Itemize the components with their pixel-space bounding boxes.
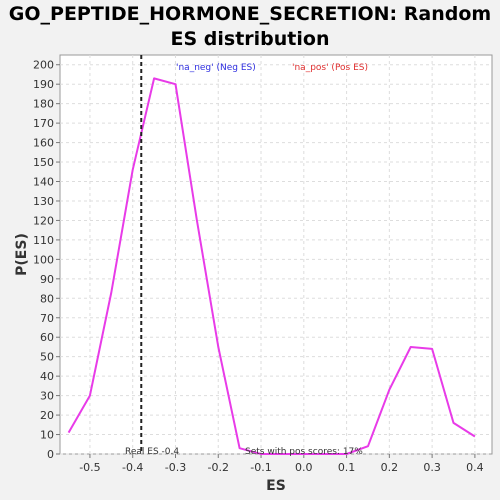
pos-scores-annotation: Sets with pos scores: 17% (245, 447, 363, 457)
x-tick-label: 0.2 (381, 461, 399, 474)
x-tick-label: 0.1 (338, 461, 356, 474)
y-tick-label: 140 (33, 176, 54, 189)
legend-neg: 'na_neg' (Neg ES) (176, 63, 256, 73)
y-tick-label: 40 (40, 370, 54, 383)
es-distribution-line (67, 77, 476, 455)
chart-title-line1: GO_PEPTIDE_HORMONE_SECRETION: Random (8, 3, 492, 25)
y-tick-label: 60 (40, 331, 54, 344)
y-tick-label: 20 (40, 409, 54, 422)
x-axis-label: ES (266, 478, 286, 494)
y-tick-label: 150 (33, 156, 54, 169)
x-tick-label: 0.4 (466, 461, 484, 474)
y-tick-label: 160 (33, 137, 54, 150)
x-tick-label: 0.3 (423, 461, 441, 474)
y-tick-label: 90 (40, 273, 54, 286)
y-tick-label: 10 (40, 429, 54, 442)
grid-lines (60, 55, 492, 455)
y-tick-label: 130 (33, 195, 54, 208)
x-tick-label: -0.5 (79, 461, 100, 474)
legend-pos: 'na_pos' (Pos ES) (292, 63, 368, 73)
x-tick-label: 0.0 (295, 461, 313, 474)
y-tick-label: 30 (40, 390, 54, 403)
x-tick-label: -0.1 (250, 461, 271, 474)
y-tick-label: 190 (33, 78, 54, 91)
x-tick-label: -0.4 (122, 461, 143, 474)
x-tick-label: -0.2 (208, 461, 229, 474)
y-tick-label: 200 (33, 59, 54, 72)
real-es-annotation: Real ES -0.4 (125, 447, 179, 457)
y-axis-label: P(ES) (14, 233, 30, 276)
y-tick-label: 100 (33, 253, 54, 266)
y-tick-label: 50 (40, 351, 54, 364)
y-tick-label: 110 (33, 234, 54, 247)
plot-area (59, 54, 493, 455)
series-layer (67, 77, 476, 455)
y-tick-label: 180 (33, 98, 54, 111)
chart-title-line2: ES distribution (170, 28, 330, 50)
y-tick-label: 120 (33, 214, 54, 227)
x-tick-label: -0.3 (165, 461, 186, 474)
y-tick-label: 80 (40, 292, 54, 305)
y-tick-label: 0 (47, 448, 54, 461)
y-tick-label: 170 (33, 117, 54, 130)
axes: 0 10 20 30 40 50 60 70 80 90 100 110 120 130 140 150 160… (33, 59, 484, 474)
y-tick-label: 70 (40, 312, 54, 325)
